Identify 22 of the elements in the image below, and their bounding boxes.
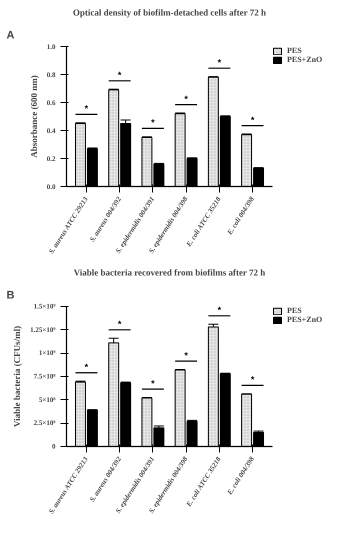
y-axis-title: Viable bacteria (CFUs/ml) [12, 326, 22, 428]
annotation: * [118, 319, 122, 330]
legend-label: PES [287, 46, 303, 55]
annotation: * [218, 58, 222, 68]
annotation: * [250, 374, 255, 385]
legend-label: PES+ZnO [287, 315, 322, 324]
annotation: * [184, 94, 188, 104]
annotation: * [184, 350, 188, 360]
annotation: * [151, 378, 156, 388]
annotation: * [118, 70, 122, 80]
text: B [6, 290, 14, 302]
annotation: * [151, 118, 156, 128]
text: A [6, 30, 14, 42]
annotation: * [250, 114, 255, 125]
annotation: * [84, 362, 89, 372]
chart-title: Optical density of biofilm-detached cells after 72 h [72, 8, 266, 18]
annotation: * [84, 104, 89, 114]
annotation: * [218, 305, 222, 316]
chart-title: Viable bacteria recovered from biofilms after 72 h [74, 268, 266, 278]
legend-label: PES [287, 306, 303, 315]
legend-label: PES+ZnO [287, 55, 322, 64]
y-axis-title: Absorbance (600 nm) [28, 75, 39, 158]
